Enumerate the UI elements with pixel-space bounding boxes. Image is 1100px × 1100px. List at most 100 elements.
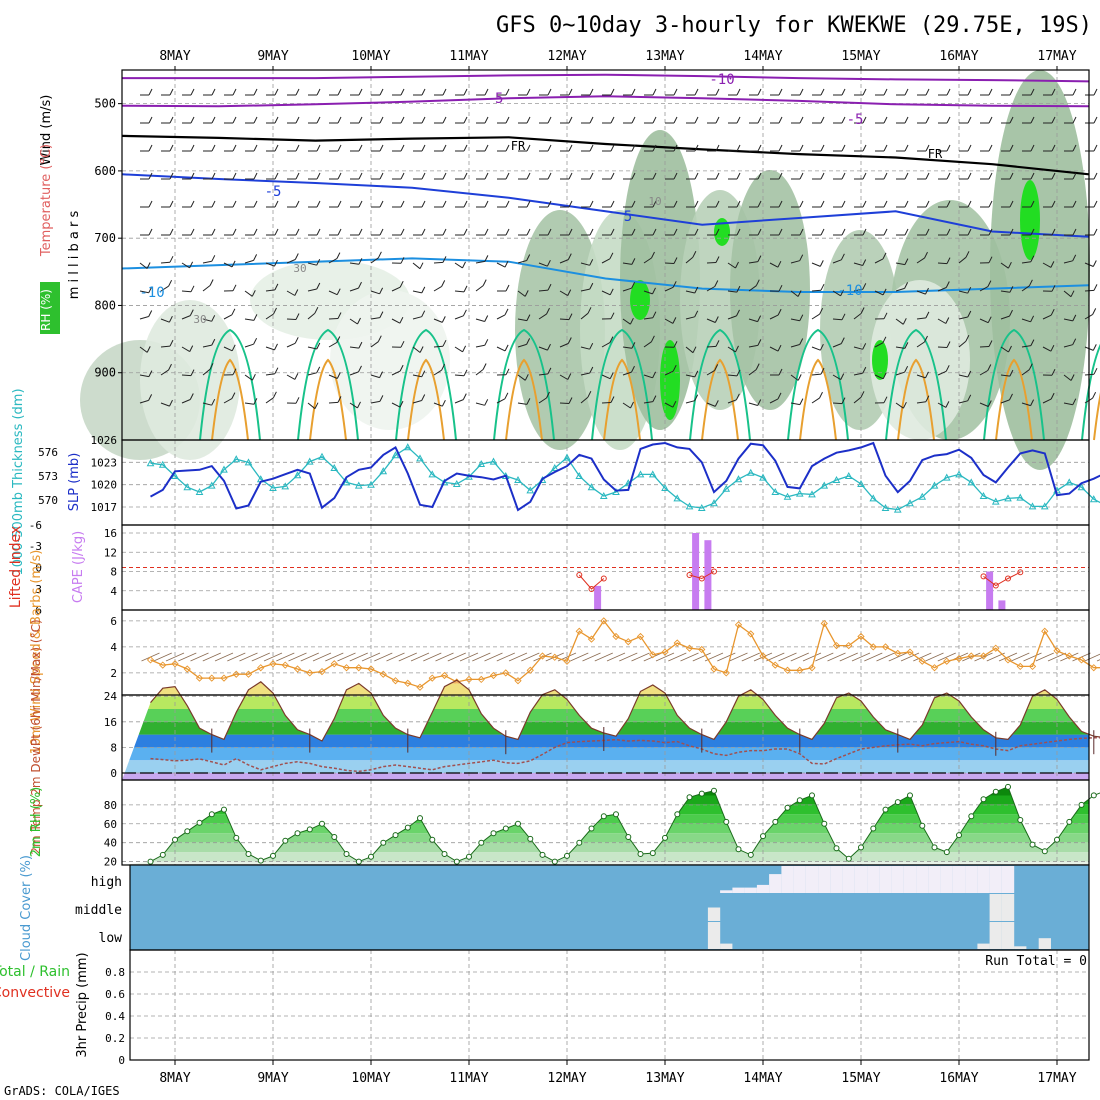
wind-barb-flag <box>967 370 972 378</box>
rh-point <box>968 813 975 820</box>
wind-barb-flag <box>1070 374 1075 381</box>
wind-barb-flag <box>482 363 487 370</box>
wind-speed-point <box>355 664 363 672</box>
rh-blob <box>140 300 240 460</box>
rh-point <box>429 836 436 843</box>
rh-point <box>564 852 570 859</box>
rh-point <box>539 851 546 858</box>
wind-barb-flag <box>526 228 531 236</box>
wind-barb <box>307 312 316 320</box>
wind-grid <box>122 610 1089 695</box>
wind-barb-flag <box>757 399 762 406</box>
wind-barb-flag <box>546 391 550 399</box>
instability-marks <box>576 533 1024 610</box>
wind-barb <box>160 402 170 407</box>
temperature-ticks: 0 8 16 24 <box>104 690 118 780</box>
wind-barb-flag <box>965 334 970 342</box>
wind-barb-flag <box>610 116 615 124</box>
lifted-index-point <box>980 573 987 580</box>
rh-point <box>1054 836 1060 843</box>
wind-barb <box>559 318 570 321</box>
wind-barb-flag <box>777 260 782 268</box>
thickness-point <box>452 479 461 487</box>
wind-barb-flag <box>526 88 531 96</box>
temperature-line <box>150 679 1100 742</box>
wind-speed-point <box>367 665 375 673</box>
wind-barb-flag <box>925 395 930 402</box>
wind-barb <box>685 374 695 378</box>
instability-ticks: 4 8 12 16 6 3 0 -3 -6 <box>29 519 118 617</box>
wind-barb-flag <box>190 200 195 208</box>
surface-wind-barb <box>398 652 417 662</box>
wind-barb-flag <box>883 228 888 236</box>
rh-point <box>257 857 264 864</box>
wind-barb-flag <box>546 259 551 267</box>
wind-barb-flag <box>1009 172 1014 180</box>
wind-barb <box>748 285 757 292</box>
thickness-point <box>293 471 302 479</box>
wind-barb <box>685 290 695 294</box>
surface-wind-barb <box>1060 652 1079 662</box>
wind-barb-flag <box>987 316 992 323</box>
wind-barb <box>769 262 779 268</box>
wind-speed-point <box>146 656 155 664</box>
wind-barb <box>328 374 338 379</box>
wind-barb-flag <box>251 290 256 297</box>
wind-barb-flag <box>358 258 363 265</box>
wind-speed-point <box>673 639 681 647</box>
wind-barb-flag <box>379 172 384 180</box>
wind-speed-point <box>489 671 498 680</box>
wind-barb-flag <box>715 116 720 124</box>
wind-barb-flag <box>1092 391 1097 399</box>
wind-barb-flag <box>314 306 319 314</box>
wind-barb-flag <box>148 144 153 152</box>
wind-barb-flag <box>1030 200 1035 208</box>
rh-blob <box>990 70 1090 470</box>
rh-point <box>1090 792 1097 799</box>
wind-barb-flag <box>1050 392 1055 400</box>
wind-barb-flag <box>399 280 404 288</box>
temperature-tick-label: 16 <box>104 716 117 729</box>
cloud-cell <box>793 866 806 893</box>
cloud-cell <box>965 866 978 893</box>
wind-barb-flag <box>694 286 699 294</box>
contour-label: FR <box>928 147 943 161</box>
cloud-level-label: low <box>99 931 123 946</box>
wind-barb <box>622 346 632 349</box>
wind-speed-point <box>404 679 412 687</box>
wind-barb-flag <box>462 261 466 269</box>
precip-axis-title: 3hr Precip (mm) <box>75 952 90 1057</box>
rh-point <box>245 851 252 857</box>
wind-barb <box>706 286 716 292</box>
lifted-index-point <box>698 575 705 582</box>
rh-point <box>270 852 276 859</box>
wind-barb-flag <box>757 200 762 208</box>
wind-barb-flag <box>1093 284 1098 291</box>
surface-wind-barb <box>1035 652 1054 662</box>
cloud-cell <box>842 866 855 893</box>
rh-point <box>306 826 313 833</box>
wind-speed-point <box>796 666 804 674</box>
lifted-index-point <box>1005 575 1011 582</box>
wind-barb-flag <box>587 390 592 398</box>
wind-barb-flag <box>462 393 467 400</box>
wind-barb-flag <box>504 392 509 400</box>
rh-axis-title: RH (%) <box>39 289 53 331</box>
rh-point <box>368 853 374 860</box>
cloud-panel: high middle low <box>75 864 1090 951</box>
wind-barb-flag <box>295 144 300 152</box>
wind-barb-flag <box>316 258 321 266</box>
wind-barb <box>622 402 631 409</box>
wind-barb-flag <box>484 339 489 346</box>
wind-speed-point <box>1077 656 1086 664</box>
wind-barb-flag <box>736 172 741 180</box>
thickness-point <box>207 481 216 489</box>
wind-barb-flag <box>757 116 762 124</box>
wind-speed-point <box>710 665 718 673</box>
wind-barb <box>391 318 401 324</box>
precip-tick-label: 0.6 <box>105 988 125 1001</box>
rh-point <box>1066 818 1073 825</box>
thickness-point <box>906 499 914 507</box>
wind-barb-flag <box>211 144 216 152</box>
wind-barb <box>1063 290 1072 298</box>
